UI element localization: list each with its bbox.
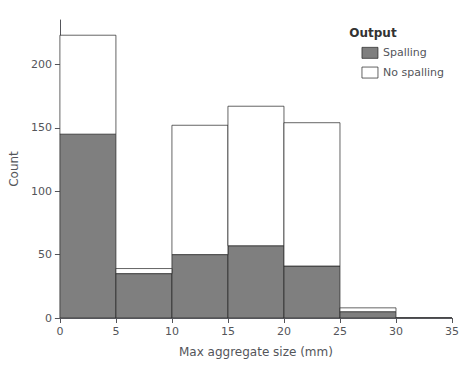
svg-text:150: 150 <box>31 121 52 134</box>
svg-text:50: 50 <box>38 248 52 261</box>
svg-text:Count: Count <box>7 151 21 187</box>
svg-text:30: 30 <box>389 325 403 338</box>
svg-text:100: 100 <box>31 185 52 198</box>
svg-text:0: 0 <box>45 312 52 325</box>
svg-text:Output: Output <box>349 26 397 40</box>
svg-text:5: 5 <box>112 325 119 338</box>
svg-text:Max aggregate size (mm): Max aggregate size (mm) <box>179 345 333 359</box>
svg-text:200: 200 <box>31 58 52 71</box>
svg-text:15: 15 <box>221 325 235 338</box>
svg-text:0: 0 <box>56 325 63 338</box>
svg-text:20: 20 <box>277 325 291 338</box>
svg-text:25: 25 <box>333 325 347 338</box>
svg-text:10: 10 <box>165 325 179 338</box>
svg-text:35: 35 <box>445 325 459 338</box>
svg-text:No spalling: No spalling <box>383 66 444 79</box>
svg-text:Spalling: Spalling <box>383 46 427 59</box>
